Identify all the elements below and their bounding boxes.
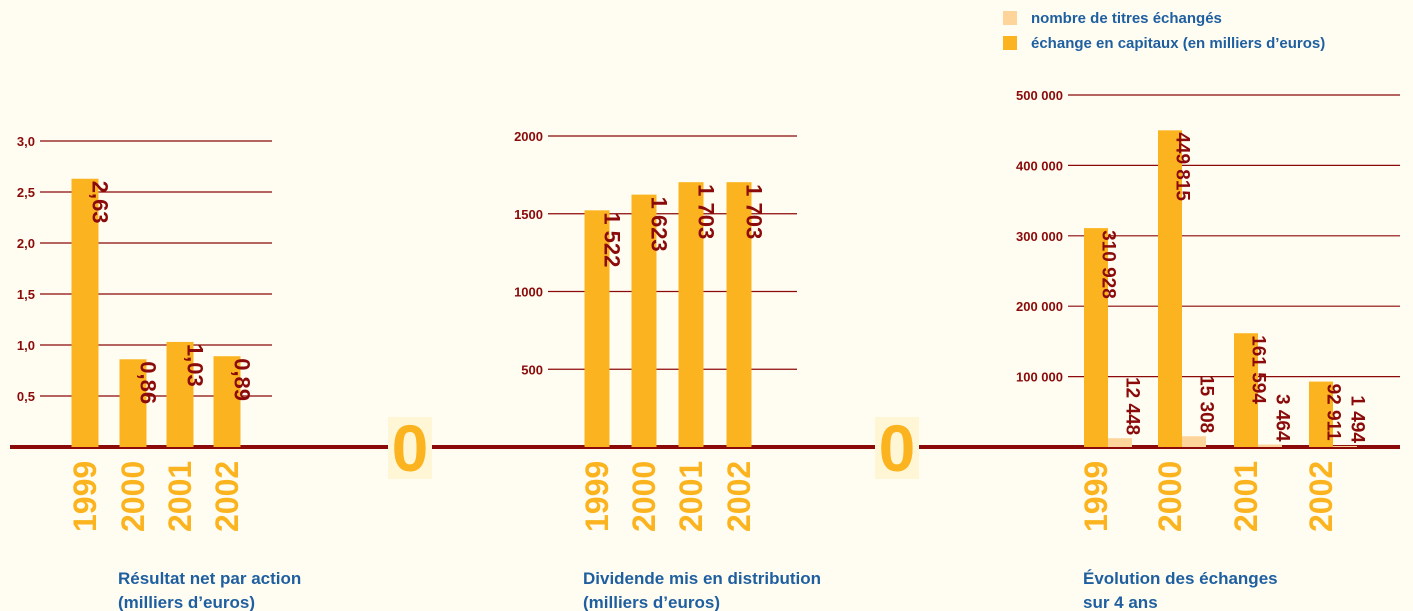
x-tick-label: 1999 <box>67 461 103 532</box>
y-tick-label: 1,0 <box>17 338 35 353</box>
x-tick-label: 2001 <box>1228 461 1264 532</box>
bar <box>1309 381 1333 447</box>
chart-title: sur 4 ans <box>1083 593 1158 611</box>
x-tick-label: 2000 <box>115 461 151 532</box>
value-label: 0,86 <box>136 361 161 404</box>
value-label: 12 448 <box>1122 377 1143 435</box>
y-tick-label: 0 <box>879 411 916 485</box>
y-tick-label: 1,5 <box>17 287 35 302</box>
x-tick-label: 2000 <box>1152 461 1188 532</box>
bar <box>1108 438 1132 447</box>
bar <box>1084 228 1108 447</box>
y-tick-label: 3,0 <box>17 134 35 149</box>
x-tick-label: 1999 <box>579 461 615 532</box>
value-label: 1 703 <box>694 184 719 239</box>
x-tick-label: 2001 <box>673 461 709 532</box>
chart-title: (milliers d’euros) <box>583 593 720 611</box>
bar <box>678 182 704 447</box>
value-label: 2,63 <box>88 181 113 224</box>
bar <box>1158 130 1182 447</box>
legend-label: échange en capitaux (en milliers d’euros… <box>1031 35 1325 52</box>
chart-title: Évolution des échanges <box>1083 569 1278 588</box>
y-tick-label: 200 000 <box>1016 299 1063 314</box>
bar <box>213 356 241 447</box>
bar <box>726 182 752 447</box>
bar <box>71 178 99 448</box>
value-label: 15 308 <box>1196 375 1217 433</box>
x-tick-label: 2002 <box>1303 461 1339 532</box>
y-tick-label: 2,0 <box>17 236 35 251</box>
zero-box <box>875 417 919 479</box>
bar <box>119 359 147 447</box>
chart-title: (milliers d’euros) <box>118 593 255 611</box>
y-tick-label: 2,5 <box>17 185 35 200</box>
legend-swatch <box>1003 11 1017 25</box>
bar <box>1258 444 1282 447</box>
value-label: 1 522 <box>600 212 625 267</box>
y-tick-label: 0,5 <box>17 389 35 404</box>
y-tick-label: 400 000 <box>1016 158 1063 173</box>
y-tick-label: 2000 <box>514 129 543 144</box>
y-tick-label: 0 <box>392 411 429 485</box>
value-label: 310 928 <box>1098 230 1119 299</box>
y-tick-label: 100 000 <box>1016 370 1063 385</box>
value-label: 0,89 <box>230 358 255 401</box>
x-tick-label: 2001 <box>162 461 198 532</box>
value-label: 1 494 <box>1347 395 1368 443</box>
y-tick-label: 1000 <box>514 285 543 300</box>
bar <box>631 194 657 447</box>
value-label: 161 594 <box>1248 335 1269 404</box>
zero-box <box>388 417 432 479</box>
value-label: 1 703 <box>742 184 767 239</box>
x-tick-label: 2000 <box>626 461 662 532</box>
value-label: 3 464 <box>1272 394 1293 442</box>
chart-title: Dividende mis en distribution <box>583 569 821 588</box>
bar <box>1234 333 1258 447</box>
bar <box>166 341 194 447</box>
bar <box>1182 436 1206 447</box>
value-label: 1 623 <box>647 197 672 252</box>
value-label: 449 815 <box>1172 132 1193 201</box>
value-label: 92 911 <box>1323 384 1344 441</box>
legend-label: nombre de titres échangés <box>1031 10 1222 27</box>
value-label: 1,03 <box>183 344 208 387</box>
x-tick-label: 2002 <box>209 461 245 532</box>
y-tick-label: 300 000 <box>1016 229 1063 244</box>
x-tick-label: 1999 <box>1078 461 1114 532</box>
y-tick-label: 500 <box>521 362 543 377</box>
bar <box>584 210 610 447</box>
y-tick-label: 1500 <box>514 207 543 222</box>
legend-swatch <box>1003 36 1017 50</box>
chart-title: Résultat net par action <box>118 569 301 588</box>
bar <box>1333 445 1357 447</box>
x-tick-label: 2002 <box>721 461 757 532</box>
y-tick-label: 500 000 <box>1016 88 1063 103</box>
